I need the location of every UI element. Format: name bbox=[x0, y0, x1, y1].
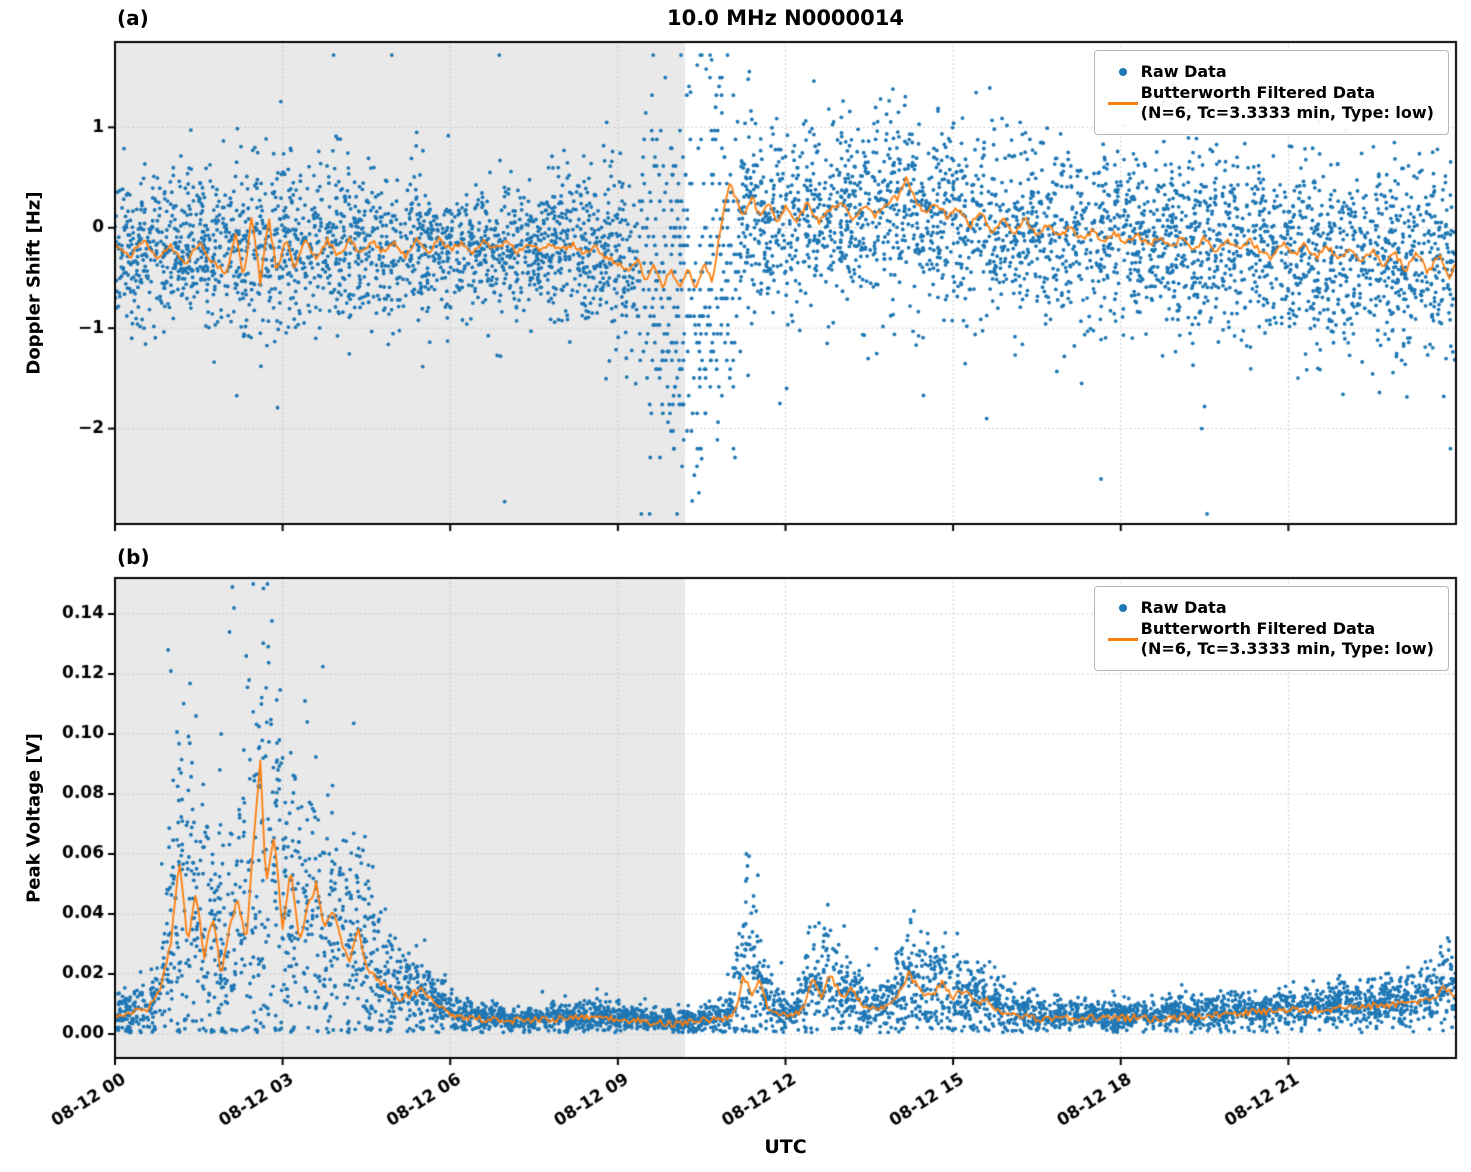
legend-filtered-label: Butterworth Filtered Data bbox=[1140, 619, 1376, 638]
legend-raw-label: Raw Data bbox=[1140, 62, 1227, 81]
x-axis-label: UTC bbox=[764, 1136, 807, 1158]
legend-entry-raw: Raw Data bbox=[1105, 598, 1434, 617]
y-axis-label-doppler: Doppler Shift [Hz] bbox=[23, 191, 45, 375]
figure-title: 10.0 MHz N0000014 bbox=[667, 6, 904, 30]
filtered-line-marker-icon bbox=[1107, 101, 1138, 105]
legend-entry-raw: Raw Data bbox=[1105, 62, 1434, 81]
y-axis-label-voltage: Peak Voltage [V] bbox=[23, 733, 45, 903]
legend-filtered-sublabel: (N=6, Tc=3.3333 min, Type: low) bbox=[1140, 639, 1434, 658]
legend-entry-filtered: Butterworth Filtered Data (N=6, Tc=3.333… bbox=[1105, 619, 1434, 659]
raw-data-marker-icon bbox=[1118, 603, 1127, 612]
legend-panel-b: Raw Data Butterworth Filtered Data (N=6,… bbox=[1093, 586, 1449, 671]
raw-data-marker-icon bbox=[1118, 67, 1127, 76]
panel-a-label: (a) bbox=[117, 6, 149, 30]
legend-raw-label: Raw Data bbox=[1140, 598, 1227, 617]
legend-filtered-label: Butterworth Filtered Data bbox=[1140, 83, 1376, 102]
filtered-line-marker-icon bbox=[1107, 637, 1138, 641]
panel-b-label: (b) bbox=[117, 545, 150, 569]
legend-entry-filtered: Butterworth Filtered Data (N=6, Tc=3.333… bbox=[1105, 83, 1434, 123]
legend-panel-a: Raw Data Butterworth Filtered Data (N=6,… bbox=[1093, 50, 1449, 135]
legend-filtered-sublabel: (N=6, Tc=3.3333 min, Type: low) bbox=[1140, 103, 1434, 122]
